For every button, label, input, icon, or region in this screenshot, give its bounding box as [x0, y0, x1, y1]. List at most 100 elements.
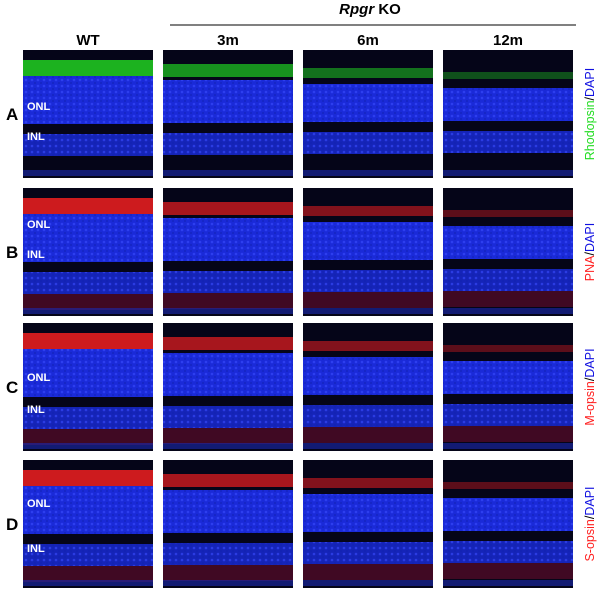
stain-band	[443, 210, 573, 217]
stain-band	[303, 206, 433, 216]
row-letter: D	[6, 515, 18, 534]
group-suffix: KO	[378, 1, 401, 18]
micrograph	[303, 50, 433, 178]
stain-label: M-opsin/DAPI	[583, 348, 597, 425]
plexiform-tint	[303, 292, 433, 308]
layer-label: INL	[27, 131, 45, 143]
group-label: Rpgr KO	[339, 1, 401, 18]
onl-texture	[23, 214, 153, 262]
onl-texture	[23, 349, 153, 397]
layer-label: ONL	[27, 372, 51, 384]
stain-label: PNA/DAPI	[583, 223, 597, 281]
stain-marker: S-opsin	[583, 519, 597, 561]
plexiform-tint	[303, 564, 433, 580]
inl-texture	[23, 272, 153, 294]
inl-texture	[303, 405, 433, 427]
inl-texture	[443, 269, 573, 291]
inl-texture	[443, 541, 573, 563]
onl-texture	[23, 486, 153, 534]
onl-texture	[163, 218, 293, 261]
row-letter: A	[6, 105, 18, 124]
layer-label: INL	[27, 543, 45, 555]
gcl-band	[303, 308, 433, 314]
stain-label: S-opsin/DAPI	[583, 486, 597, 561]
inl-texture	[303, 132, 433, 154]
plexiform-tint	[23, 566, 153, 582]
inl-texture	[23, 134, 153, 156]
onl-texture	[443, 361, 573, 394]
onl-texture	[163, 353, 293, 396]
gcl-band	[303, 443, 433, 449]
inl-texture	[163, 133, 293, 155]
gcl-band	[443, 443, 573, 449]
layer-label: ONL	[27, 219, 51, 231]
inl-texture	[163, 406, 293, 428]
gcl-band	[443, 308, 573, 314]
gcl-band	[443, 580, 573, 586]
gcl-band	[443, 170, 573, 176]
column-label: 6m	[357, 32, 379, 49]
inl-texture	[23, 407, 153, 429]
column-label: WT	[76, 32, 99, 49]
stain-band	[23, 60, 153, 76]
plexiform-tint	[163, 293, 293, 309]
stain-marker: Rhodopsin	[583, 100, 597, 160]
stain-band	[303, 341, 433, 351]
inl-texture	[163, 543, 293, 565]
row-letter: C	[6, 378, 18, 397]
gcl-band	[163, 580, 293, 586]
micrograph	[23, 323, 153, 451]
plexiform-tint	[23, 429, 153, 445]
plexiform-tint	[163, 428, 293, 444]
gcl-band	[23, 308, 153, 314]
micrograph	[443, 323, 573, 451]
stain-band	[163, 64, 293, 77]
inl-texture	[163, 271, 293, 293]
layer-label: INL	[27, 404, 45, 416]
stain-counterstain: DAPI	[583, 486, 597, 515]
stain-band	[303, 68, 433, 78]
stain-band	[443, 72, 573, 79]
gcl-band	[163, 443, 293, 449]
stain-band	[303, 478, 433, 488]
micrograph	[23, 50, 153, 178]
stain-band	[23, 333, 153, 349]
gcl-band	[23, 580, 153, 586]
micrograph	[163, 323, 293, 451]
gene: Rpgr	[339, 1, 375, 18]
stain-band	[163, 202, 293, 215]
onl-texture	[303, 357, 433, 395]
inl-texture	[443, 404, 573, 426]
layer-label: INL	[27, 249, 45, 261]
stain-separator: /	[583, 515, 597, 519]
inl-texture	[303, 542, 433, 564]
onl-texture	[303, 84, 433, 122]
micrograph	[163, 188, 293, 316]
micrograph	[303, 460, 433, 588]
plexiform-tint	[443, 563, 573, 579]
gcl-band	[163, 308, 293, 314]
onl-texture	[443, 88, 573, 121]
stain-counterstain: DAPI	[583, 68, 597, 97]
stain-band	[163, 474, 293, 487]
stain-marker: M-opsin	[583, 381, 597, 426]
stain-band	[23, 470, 153, 486]
column-label: 3m	[217, 32, 239, 49]
inl-texture	[443, 131, 573, 153]
stain-band	[163, 337, 293, 350]
onl-texture	[303, 494, 433, 532]
plexiform-tint	[23, 294, 153, 310]
layer-label: ONL	[27, 101, 51, 113]
micrograph	[163, 460, 293, 588]
plexiform-tint	[163, 565, 293, 581]
plexiform-tint	[443, 291, 573, 307]
onl-texture	[303, 222, 433, 260]
stain-marker: PNA	[583, 255, 597, 281]
gcl-band	[303, 580, 433, 586]
inl-texture	[303, 270, 433, 292]
gcl-band	[163, 170, 293, 176]
inl-texture	[23, 544, 153, 566]
onl-texture	[443, 498, 573, 531]
micrograph	[23, 460, 153, 588]
